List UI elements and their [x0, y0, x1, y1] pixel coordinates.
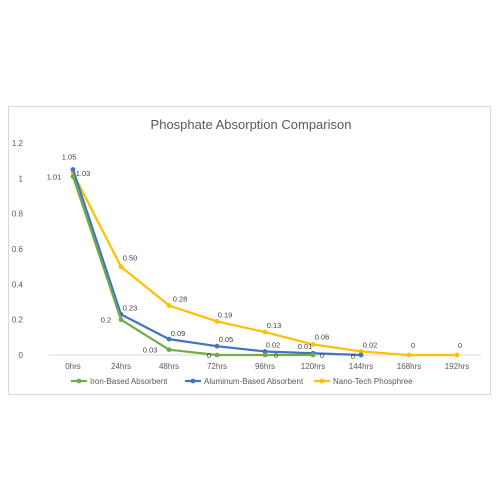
chart-frame: Phosphate Absorption Comparison 0 0.2 0.4 0… — [8, 106, 491, 395]
data-label: 1.05 — [62, 153, 77, 162]
data-point — [166, 303, 172, 308]
x-tick-label: 144hrs — [349, 362, 373, 371]
x-tick-label: 0hrs — [65, 362, 81, 371]
y-tick-label: 0.8 — [12, 210, 24, 219]
data-point — [214, 343, 220, 349]
data-point — [262, 329, 268, 335]
legend-label: Aluminum-Based Absorbent — [204, 377, 304, 386]
legend-label: Iron-Based Absorbent — [90, 377, 168, 386]
data-point — [406, 352, 412, 358]
legend-marker — [319, 378, 325, 384]
data-label-layer: 1.01 0.2 0.03 0 0 0 1.05 0.23 0.09 0.05 0.02 0.01 0 1… — [47, 153, 462, 362]
legend-marker — [76, 378, 82, 384]
data-label: 0.09 — [171, 329, 186, 338]
data-label: 0.03 — [143, 346, 158, 355]
data-point — [70, 174, 76, 179]
data-label: 0.02 — [266, 340, 281, 349]
series-line — [71, 169, 362, 357]
y-tick-label: 0.4 — [12, 280, 24, 289]
series-line — [71, 176, 313, 357]
legend-label: Nano-Tech Phosphree — [333, 377, 413, 386]
data-point — [262, 352, 268, 358]
x-tick-label: 192hrs — [445, 362, 469, 371]
series-line — [72, 172, 457, 357]
x-tick-label: 24hrs — [111, 362, 131, 371]
series-layer — [70, 167, 460, 358]
data-label: 0 — [411, 341, 415, 350]
data-label: 0.2 — [101, 316, 111, 325]
x-tick-label: 48hrs — [159, 362, 179, 371]
data-point — [118, 317, 124, 323]
y-tick-label: 0.6 — [12, 245, 24, 254]
data-label: 0.19 — [218, 310, 233, 319]
data-label: 0.13 — [267, 321, 282, 330]
data-point — [454, 352, 460, 358]
data-label: 0 — [351, 352, 355, 361]
x-tick-label: 72hrs — [207, 362, 227, 371]
data-point — [262, 349, 268, 354]
y-tick-label: 1 — [19, 174, 24, 183]
data-point — [358, 349, 364, 354]
x-tick-label: 168hrs — [397, 362, 421, 371]
legend: Iron-Based Absorbent Aluminum-Based Absor… — [71, 377, 413, 386]
data-point — [166, 336, 172, 342]
legend-marker — [190, 378, 196, 384]
data-label: 1.03 — [76, 169, 91, 178]
data-label: 0.23 — [123, 303, 138, 312]
data-point — [166, 347, 172, 353]
data-label: 0.06 — [315, 332, 330, 341]
data-point — [310, 352, 316, 358]
data-label: 0 — [274, 351, 278, 360]
data-point — [118, 264, 124, 270]
data-point — [358, 352, 364, 358]
data-label: 0.01 — [298, 342, 313, 351]
data-point — [214, 319, 220, 324]
y-tick-label: 0 — [19, 351, 24, 360]
data-point — [70, 167, 76, 172]
data-label: 1.01 — [47, 173, 62, 182]
data-label: 0 — [458, 341, 462, 350]
data-label: 0.05 — [219, 335, 234, 344]
data-label: 0.50 — [123, 254, 138, 263]
data-point — [310, 342, 316, 347]
chart-title: Phosphate Absorption Comparison — [151, 117, 352, 132]
data-label: 0 — [207, 351, 211, 360]
x-tick-label: 120hrs — [301, 362, 325, 371]
data-label: 0.28 — [173, 295, 188, 304]
y-tick-label: 0.2 — [12, 316, 24, 325]
y-tick-label: 1.2 — [12, 139, 24, 148]
x-tick-label: 96hrs — [255, 362, 275, 371]
line-chart: Phosphate Absorption Comparison 0 0.2 0.4 0… — [12, 117, 481, 386]
data-point — [214, 352, 220, 358]
data-label: 0.02 — [363, 340, 378, 349]
data-label: 0 — [320, 351, 324, 360]
